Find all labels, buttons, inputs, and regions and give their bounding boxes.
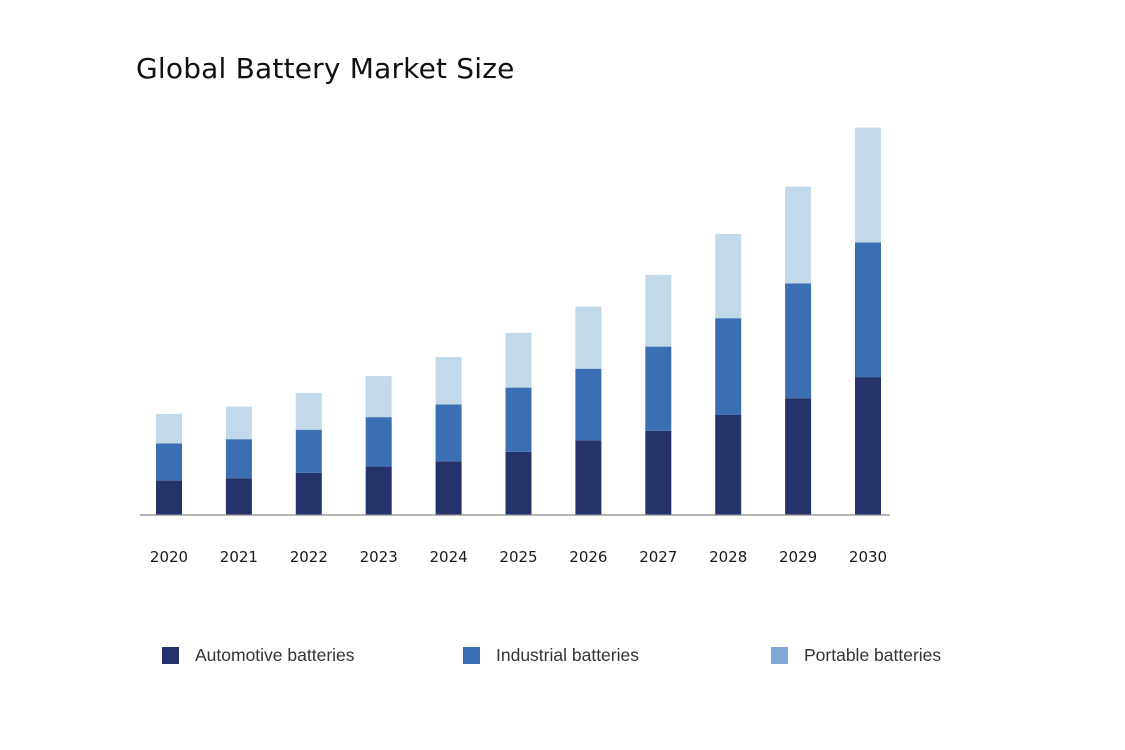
bar-segment-automotive-2028 [715,415,742,515]
x-tick-label: 2022 [290,548,328,566]
bar-segment-industrial-2029 [785,283,812,399]
legend-label-portable: Portable batteries [804,645,942,665]
x-tick-label: 2029 [779,548,817,566]
x-tick-label: 2023 [360,548,398,566]
bar-segment-portable-2026 [575,306,602,369]
bar-segment-industrial-2025 [505,387,532,452]
bar-segment-automotive-2023 [365,466,392,515]
bar-segment-automotive-2030 [855,377,881,515]
bar-segment-portable-2020 [156,413,182,444]
legend-item-automotive: Automotive batteries [162,645,355,666]
bar-segment-portable-2021 [225,406,252,440]
bar-segment-industrial-2026 [575,368,602,441]
bar-segment-portable-2024 [435,357,462,405]
bar-segment-industrial-2020 [156,443,182,481]
bar-segment-automotive-2022 [295,472,322,515]
bar-segment-portable-2029 [785,186,812,284]
bar-segment-portable-2030 [855,127,881,243]
bar-segment-portable-2023 [365,376,392,418]
bar-segment-portable-2025 [505,332,532,388]
legend-swatch-industrial [463,647,480,664]
bar-segment-portable-2022 [295,392,322,430]
bar-segment-automotive-2021 [225,478,252,515]
chart-title: Global Battery Market Size [136,52,515,85]
bar-segment-automotive-2029 [785,398,812,515]
bar-segment-industrial-2028 [715,318,742,415]
legend-item-industrial: Industrial batteries [463,645,639,666]
x-tick-label: 2028 [709,548,747,566]
bar-segment-automotive-2020 [156,480,182,515]
bar-segment-industrial-2023 [365,417,392,467]
x-tick-label: 2021 [220,548,258,566]
legend: Automotive batteries Industrial batterie… [0,645,1125,669]
bar-segment-industrial-2021 [225,439,252,479]
x-tick-labels: 2020 2021 2022 2023 2024 2025 2026 2027 2028 2029… [150,548,887,566]
legend-label-automotive: Automotive batteries [195,645,355,665]
bar-segment-portable-2028 [715,233,742,319]
bar-segment-automotive-2024 [435,461,462,515]
bar-segment-automotive-2025 [505,451,532,515]
bar-segment-industrial-2024 [435,404,462,462]
legend-label-industrial: Industrial batteries [496,645,639,665]
bar-segment-industrial-2030 [855,242,881,378]
stacked-bar-chart: 2020 2021 2022 2023 2024 2025 2026 2027 2028 2029… [140,127,890,566]
bars-layer [156,127,881,515]
bar-segment-industrial-2022 [295,429,322,473]
bar-segment-automotive-2027 [645,430,672,515]
bar-segment-industrial-2027 [645,346,672,431]
legend-item-portable: Portable batteries [771,645,941,666]
x-tick-label: 2027 [639,548,677,566]
x-tick-label: 2025 [499,548,537,566]
x-tick-label: 2020 [150,548,188,566]
bar-segment-automotive-2026 [575,440,602,515]
x-tick-label: 2026 [569,548,607,566]
x-tick-label: 2024 [430,548,468,566]
x-tick-label: 2030 [849,548,887,566]
bar-segment-portable-2027 [645,275,672,347]
legend-swatch-portable [771,647,788,664]
legend-swatch-automotive [162,647,179,664]
